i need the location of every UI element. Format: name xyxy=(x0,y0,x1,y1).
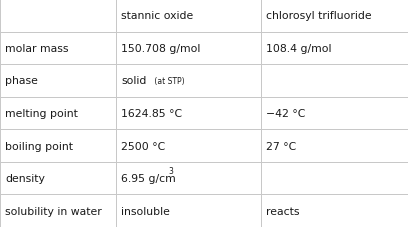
Text: 27 °C: 27 °C xyxy=(266,141,296,151)
Text: solubility in water: solubility in water xyxy=(5,206,102,216)
Bar xyxy=(116,195,261,227)
Bar xyxy=(0,130,116,162)
Text: −42 °C: −42 °C xyxy=(266,109,306,118)
Text: phase: phase xyxy=(5,76,38,86)
Bar xyxy=(0,0,116,32)
Bar xyxy=(261,162,408,195)
Text: 108.4 g/mol: 108.4 g/mol xyxy=(266,44,332,54)
Text: 3: 3 xyxy=(168,167,173,176)
Text: 1624.85 °C: 1624.85 °C xyxy=(121,109,182,118)
Bar xyxy=(116,162,261,195)
Bar xyxy=(116,32,261,65)
Text: 6.95 g/cm: 6.95 g/cm xyxy=(121,173,176,183)
Text: stannic oxide: stannic oxide xyxy=(121,11,193,21)
Text: molar mass: molar mass xyxy=(5,44,69,54)
Bar xyxy=(261,195,408,227)
Text: density: density xyxy=(5,173,45,183)
Text: 150.708 g/mol: 150.708 g/mol xyxy=(121,44,201,54)
Text: insoluble: insoluble xyxy=(121,206,170,216)
Text: solid: solid xyxy=(121,76,146,86)
Bar xyxy=(0,162,116,195)
Bar xyxy=(116,0,261,32)
Bar xyxy=(116,97,261,130)
Bar xyxy=(261,130,408,162)
Text: 2500 °C: 2500 °C xyxy=(121,141,165,151)
Text: chlorosyl trifluoride: chlorosyl trifluoride xyxy=(266,11,372,21)
Bar xyxy=(0,32,116,65)
Bar xyxy=(0,97,116,130)
Text: boiling point: boiling point xyxy=(5,141,73,151)
Bar xyxy=(261,32,408,65)
Bar xyxy=(0,65,116,97)
Bar xyxy=(261,65,408,97)
Bar xyxy=(0,195,116,227)
Text: melting point: melting point xyxy=(5,109,78,118)
Bar xyxy=(116,130,261,162)
Bar xyxy=(116,65,261,97)
Text: (at STP): (at STP) xyxy=(152,76,184,86)
Text: reacts: reacts xyxy=(266,206,299,216)
Bar xyxy=(261,0,408,32)
Bar xyxy=(261,97,408,130)
